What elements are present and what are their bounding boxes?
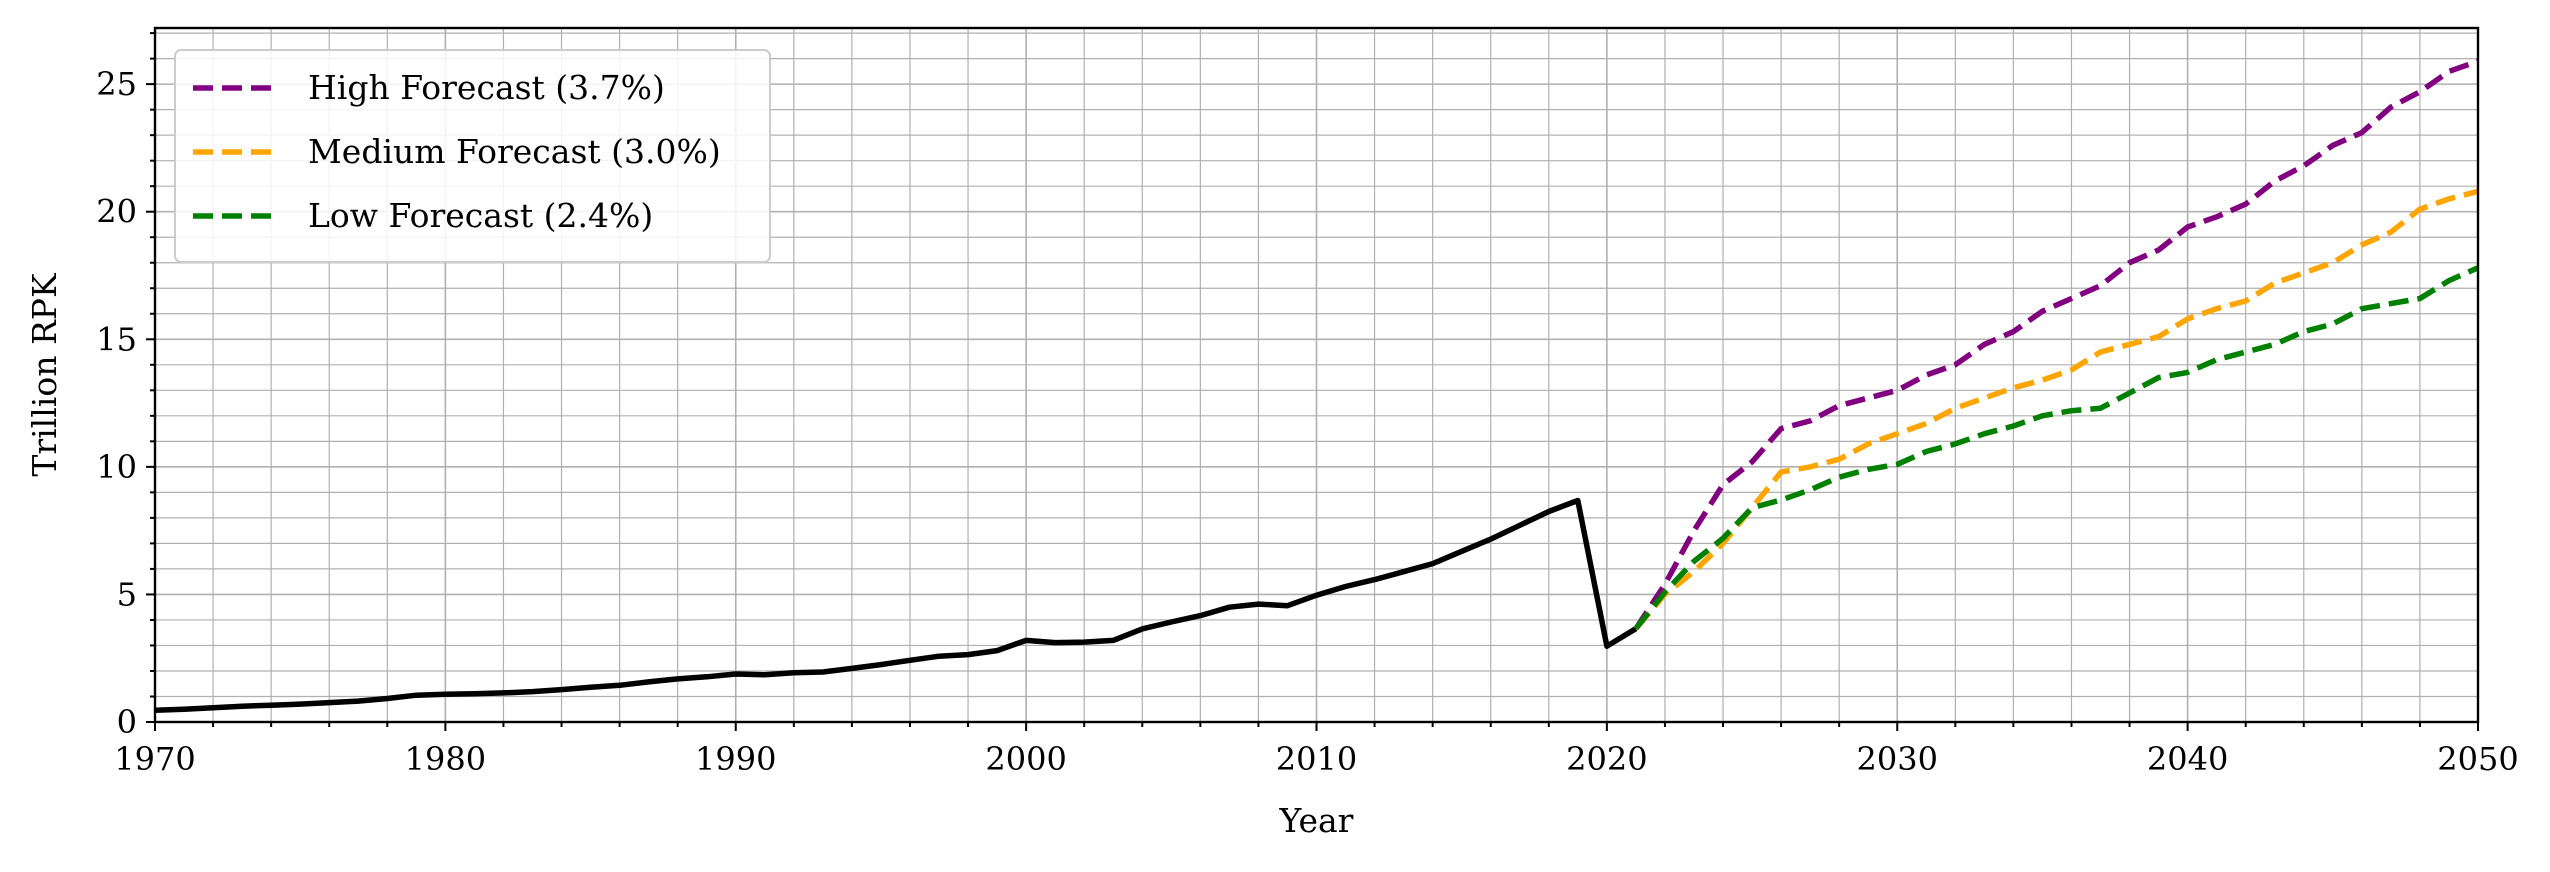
- x-tick-label: 2040: [2147, 740, 2228, 778]
- legend-entry-label: Low Forecast (2.4%): [308, 196, 653, 235]
- tick-labels: 1970 1980 1990 2000 2010 2020 2030 2040 2050 0 5 10…: [96, 65, 2518, 778]
- series-line-high: [1633, 58, 2479, 631]
- x-tick-label: 2050: [2437, 740, 2518, 778]
- series-line-low: [1633, 265, 2480, 631]
- x-axis-title: Year: [1279, 801, 1354, 840]
- ticks: [146, 32, 2479, 731]
- legend: High Forecast (3.7%) Medium Forecast (3.0…: [174, 49, 771, 263]
- y-tick-label: 25: [96, 65, 137, 103]
- x-tick-label: 1970: [114, 740, 195, 778]
- x-tick-label: 2020: [1566, 740, 1647, 778]
- legend-entry-label: Medium Forecast (3.0%): [308, 132, 721, 171]
- series-lines: [154, 58, 2480, 714]
- x-tick-label: 1990: [695, 740, 776, 778]
- series-line-historical: [154, 497, 1638, 714]
- y-tick-label: 10: [96, 448, 137, 486]
- legend-entry-label: High Forecast (3.7%): [308, 68, 665, 107]
- y-tick-label: 0: [117, 703, 137, 741]
- y-axis-title: Trillion RPK: [25, 272, 64, 477]
- x-tick-label: 2030: [1857, 740, 1938, 778]
- y-tick-label: 15: [96, 320, 137, 358]
- x-tick-label: 1980: [405, 740, 486, 778]
- legend-box: [174, 49, 771, 263]
- series-line-medium: [1633, 188, 2479, 631]
- y-tick-label: 20: [96, 193, 137, 231]
- y-tick-label: 5: [117, 575, 137, 613]
- x-tick-label: 2010: [1276, 740, 1357, 778]
- x-tick-label: 2000: [985, 740, 1066, 778]
